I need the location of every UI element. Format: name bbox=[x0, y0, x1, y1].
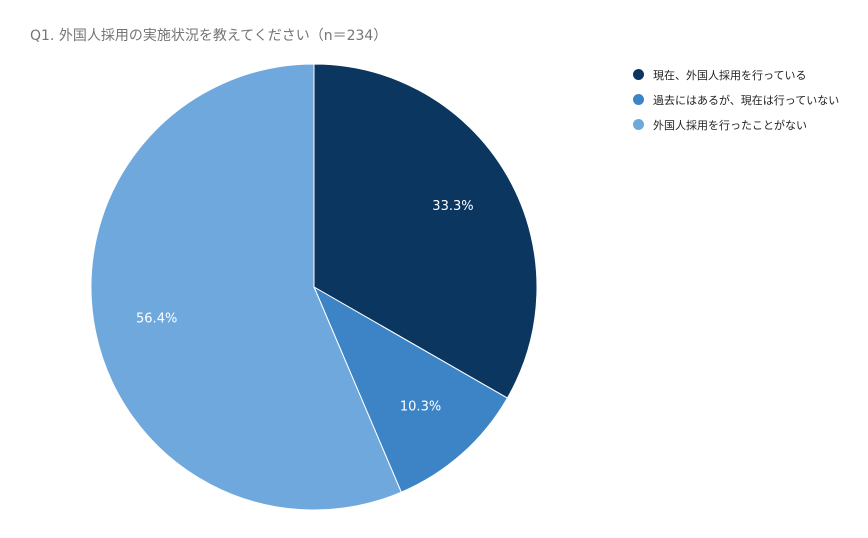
legend-item: 過去にはあるが、現在は行っていない bbox=[633, 87, 839, 112]
legend-item: 現在、外国人採用を行っている bbox=[633, 62, 839, 87]
legend-label: 過去にはあるが、現在は行っていない bbox=[653, 93, 840, 107]
legend-label: 現在、外国人採用を行っている bbox=[653, 68, 807, 82]
legend-item: 外国人採用を行ったことがない bbox=[633, 112, 839, 137]
slice-data-label: 10.3% bbox=[400, 400, 441, 415]
slice-data-label: 56.4% bbox=[136, 312, 177, 327]
legend-swatch bbox=[633, 69, 644, 80]
chart-title: Q1. 外国人採用の実施状況を教えてください（n＝234） bbox=[30, 28, 388, 44]
pie-slice bbox=[313, 63, 538, 399]
pie-slice bbox=[90, 63, 402, 511]
legend-swatch bbox=[633, 94, 644, 105]
legend-swatch bbox=[633, 119, 644, 130]
legend: 現在、外国人採用を行っている 過去にはあるが、現在は行っていない 外国人採用を行… bbox=[633, 62, 839, 137]
slice-data-label: 33.3% bbox=[432, 199, 473, 214]
legend-label: 外国人採用を行ったことがない bbox=[653, 118, 807, 132]
pie-slice bbox=[312, 285, 509, 493]
